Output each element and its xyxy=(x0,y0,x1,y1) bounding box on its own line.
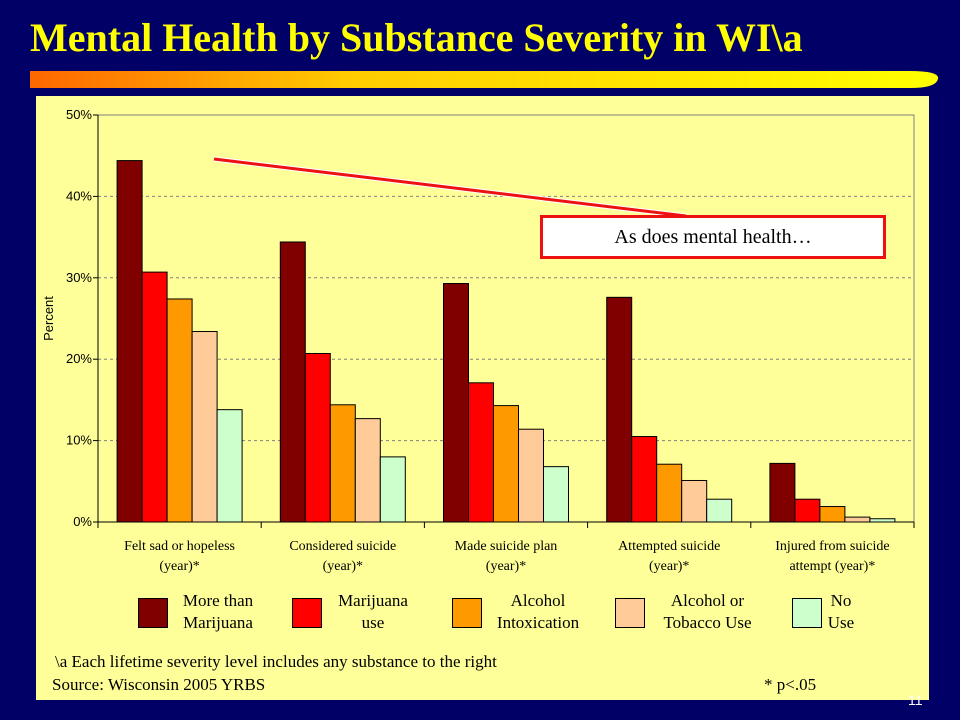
legend-label-line: Alcohol xyxy=(510,591,566,610)
title-underline-swoosh xyxy=(30,71,939,88)
legend-swatch xyxy=(292,598,322,628)
callout-pointer xyxy=(213,157,687,218)
legend-label: More than Marijuana xyxy=(168,590,268,634)
legend-label-line: Marijuana xyxy=(183,613,253,632)
bar xyxy=(216,409,243,523)
legend-label-line: use xyxy=(361,613,385,632)
bar xyxy=(769,462,796,523)
x-tick-label: Made suicide plan xyxy=(455,539,558,554)
legend-swatch xyxy=(452,598,482,628)
y-tick-label: 10% xyxy=(66,433,92,448)
bar xyxy=(116,160,143,523)
bar xyxy=(191,331,218,523)
legend-label-line: Intoxication xyxy=(496,613,580,632)
bar xyxy=(681,479,708,523)
bar xyxy=(606,296,633,523)
bar xyxy=(493,405,519,523)
x-tick-label: (year)* xyxy=(486,559,526,574)
x-tick-label: Injured from suicide xyxy=(775,539,889,554)
x-tick-label: (year)* xyxy=(159,559,199,574)
bar xyxy=(443,282,469,523)
bar xyxy=(468,382,494,523)
legend-label: Alcohol or Tobacco Use xyxy=(645,590,770,634)
legend-label: Alcohol Intoxication xyxy=(478,590,598,634)
legend-label-line: No xyxy=(830,591,852,610)
slide-title: Mental Health by Substance Severity in W… xyxy=(30,15,803,60)
bar xyxy=(329,404,356,523)
page-number: 11 xyxy=(908,692,923,708)
bar xyxy=(869,518,896,523)
y-tick-label: 20% xyxy=(66,351,92,366)
bar xyxy=(354,418,381,523)
bar-chart: 0% 10% 20% 30% 40% 50% Percent Felt sad or hope… xyxy=(41,107,915,574)
legend-label-line: Tobacco Use xyxy=(663,613,752,632)
legend-label-line: Marijuana xyxy=(338,591,408,610)
footnote: \a Each lifetime severity level includes… xyxy=(55,652,497,671)
bar xyxy=(794,498,821,523)
y-tick-label: 50% xyxy=(66,107,92,122)
bar xyxy=(543,466,569,523)
bar xyxy=(379,456,406,523)
bar xyxy=(166,298,193,523)
chart-panel: 0% 10% 20% 30% 40% 50% Percent Felt sad or hope… xyxy=(36,96,929,700)
bar xyxy=(631,436,658,523)
y-tick-label: 30% xyxy=(66,270,92,285)
bar xyxy=(518,428,544,523)
x-tick-label: Attempted suicide xyxy=(618,539,720,554)
callout-text: As does mental health… xyxy=(614,225,812,248)
significance-note: * p<.05 xyxy=(764,675,817,694)
y-tick-label: 0% xyxy=(73,514,92,529)
y-axis-label: Percent xyxy=(41,296,56,341)
legend-swatch xyxy=(615,598,645,628)
legend-label-line: More than xyxy=(182,591,254,610)
bar xyxy=(656,463,683,523)
x-tick-label: (year)* xyxy=(323,559,363,574)
bar xyxy=(304,353,331,523)
bar xyxy=(819,506,846,523)
bar xyxy=(844,516,871,523)
legend-label-line: Alcohol or xyxy=(670,591,745,610)
legend-label: No Use xyxy=(818,590,864,634)
bar xyxy=(279,241,306,523)
bar xyxy=(706,498,733,523)
legend-label: Marijuana use xyxy=(318,590,428,634)
legend-swatch xyxy=(138,598,168,628)
x-tick-label: Felt sad or hopeless xyxy=(124,539,235,554)
x-tick-label: Considered suicide xyxy=(289,539,396,554)
legend-swatch xyxy=(792,598,822,628)
bar xyxy=(141,271,168,523)
y-tick-label: 40% xyxy=(66,188,92,203)
legend-label-line: Use xyxy=(827,613,855,632)
source-note: Source: Wisconsin 2005 YRBS xyxy=(52,675,266,694)
x-tick-label: (year)* xyxy=(649,559,689,574)
x-tick-label: attempt (year)* xyxy=(789,559,875,574)
callout-box: As does mental health… xyxy=(540,215,886,259)
